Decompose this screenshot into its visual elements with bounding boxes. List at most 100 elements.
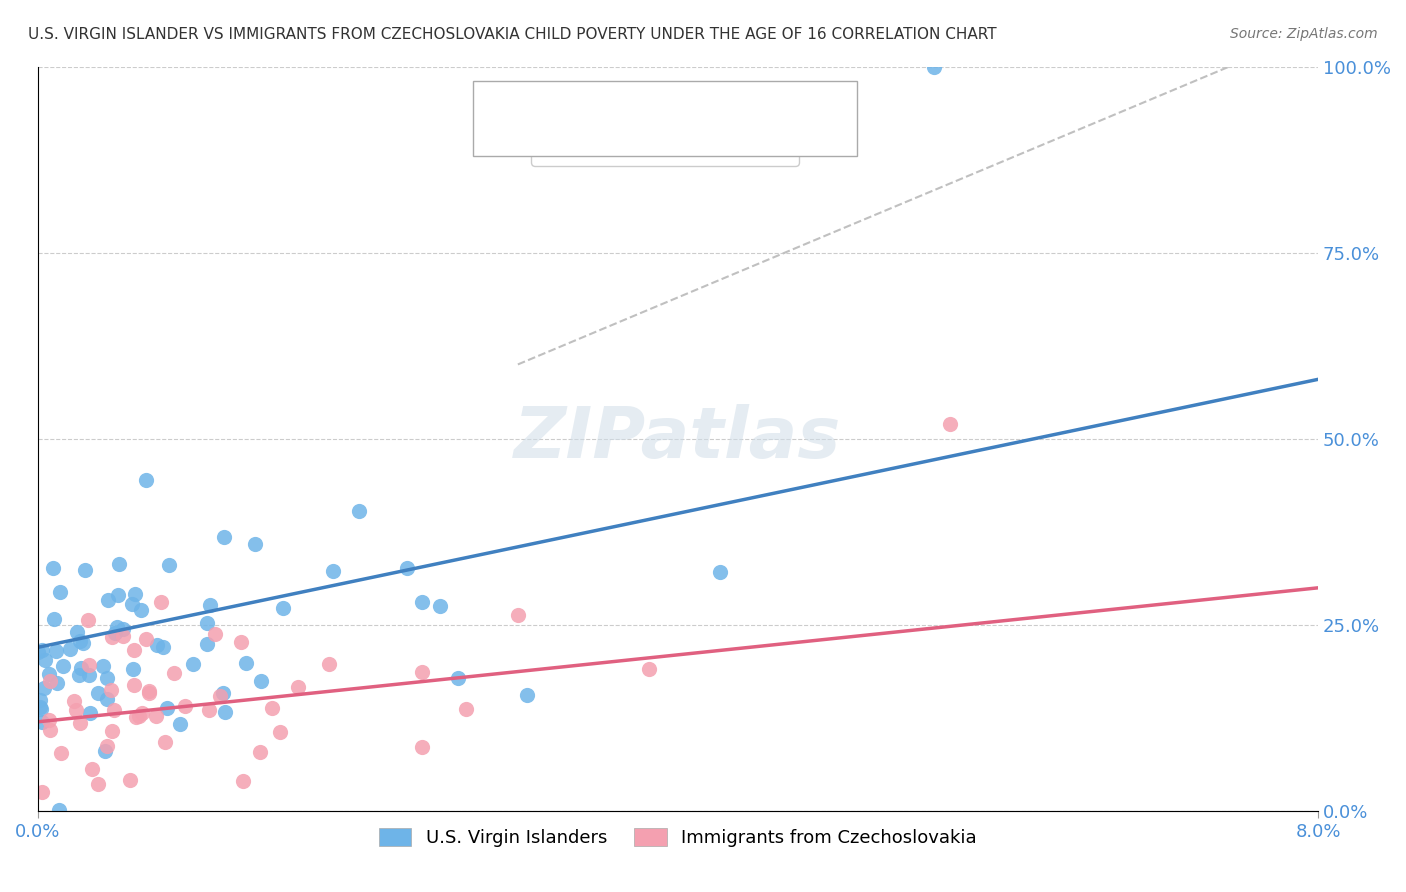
Point <box>45 676 67 690</box>
Point <box>77 667 100 681</box>
Point <box>87 777 110 791</box>
Point <box>38 723 60 737</box>
Point <box>163 666 186 681</box>
Point <box>709 566 731 580</box>
Point <box>28 700 51 714</box>
Point <box>31 715 53 730</box>
Point <box>38 714 60 728</box>
Point <box>124 587 146 601</box>
Point <box>80 762 103 776</box>
Point <box>101 630 124 644</box>
Point <box>42 560 65 574</box>
Point <box>195 637 218 651</box>
Point <box>34 653 56 667</box>
Point <box>135 473 157 487</box>
Point <box>79 706 101 720</box>
Point <box>125 710 148 724</box>
Point <box>138 685 160 699</box>
Point <box>76 613 98 627</box>
Point <box>45 644 67 658</box>
Point <box>232 773 254 788</box>
Point <box>204 627 226 641</box>
Point <box>75 563 97 577</box>
Point <box>250 674 273 689</box>
Point <box>96 692 118 706</box>
Point <box>411 595 433 609</box>
Point <box>169 716 191 731</box>
Point <box>42 612 65 626</box>
Point <box>111 629 134 643</box>
Point <box>214 705 236 719</box>
Point <box>31 642 53 657</box>
Point <box>67 667 90 681</box>
Point <box>195 616 218 631</box>
Point <box>456 702 478 716</box>
Point <box>208 690 231 704</box>
Point <box>86 686 108 700</box>
Point <box>269 725 291 739</box>
Point <box>153 735 176 749</box>
Point <box>516 688 538 702</box>
Point <box>38 667 60 681</box>
Point <box>59 641 82 656</box>
Point <box>63 694 86 708</box>
Point <box>939 417 962 431</box>
Point <box>135 632 157 646</box>
Point <box>128 709 150 723</box>
Point <box>79 658 101 673</box>
Point <box>69 715 91 730</box>
Point <box>396 560 419 574</box>
Point <box>447 671 470 685</box>
FancyBboxPatch shape <box>472 81 858 156</box>
Point <box>145 709 167 723</box>
Point <box>131 706 153 720</box>
Point <box>32 681 55 695</box>
Text: Source: ZipAtlas.com: Source: ZipAtlas.com <box>1230 27 1378 41</box>
Point <box>411 740 433 755</box>
Point <box>229 635 252 649</box>
Point <box>49 746 72 760</box>
Point <box>243 537 266 551</box>
Point <box>156 701 179 715</box>
Point <box>322 564 344 578</box>
Text: ZIPatlas: ZIPatlas <box>515 404 842 474</box>
Point <box>318 657 340 672</box>
Point <box>118 773 141 788</box>
Legend: U.S. Virgin Islanders, Immigrants from Czechoslovakia: U.S. Virgin Islanders, Immigrants from C… <box>371 821 984 855</box>
Point <box>69 634 91 648</box>
Point <box>105 619 128 633</box>
Point <box>103 703 125 717</box>
Point <box>429 599 451 613</box>
Point <box>212 686 235 700</box>
Point <box>157 558 180 573</box>
Point <box>271 601 294 615</box>
Point <box>146 638 169 652</box>
Point <box>100 723 122 738</box>
Point <box>66 625 89 640</box>
Point <box>30 693 52 707</box>
Point <box>65 703 87 717</box>
Point <box>249 745 271 759</box>
Point <box>922 60 945 74</box>
Point <box>138 684 160 698</box>
Point <box>121 597 143 611</box>
Point <box>108 557 131 571</box>
Point <box>48 803 70 817</box>
Point <box>31 785 53 799</box>
Point <box>49 585 72 599</box>
Point <box>214 530 236 544</box>
Point <box>96 739 118 753</box>
Point <box>39 674 62 689</box>
Point <box>27 645 49 659</box>
Point <box>347 503 370 517</box>
Point <box>96 671 118 685</box>
Point <box>70 661 93 675</box>
Point <box>198 703 221 717</box>
Point <box>181 657 204 672</box>
Point <box>152 640 174 655</box>
Point <box>111 622 134 636</box>
Point <box>235 656 257 670</box>
Point <box>637 662 659 676</box>
Point <box>97 592 120 607</box>
Point <box>506 607 529 622</box>
